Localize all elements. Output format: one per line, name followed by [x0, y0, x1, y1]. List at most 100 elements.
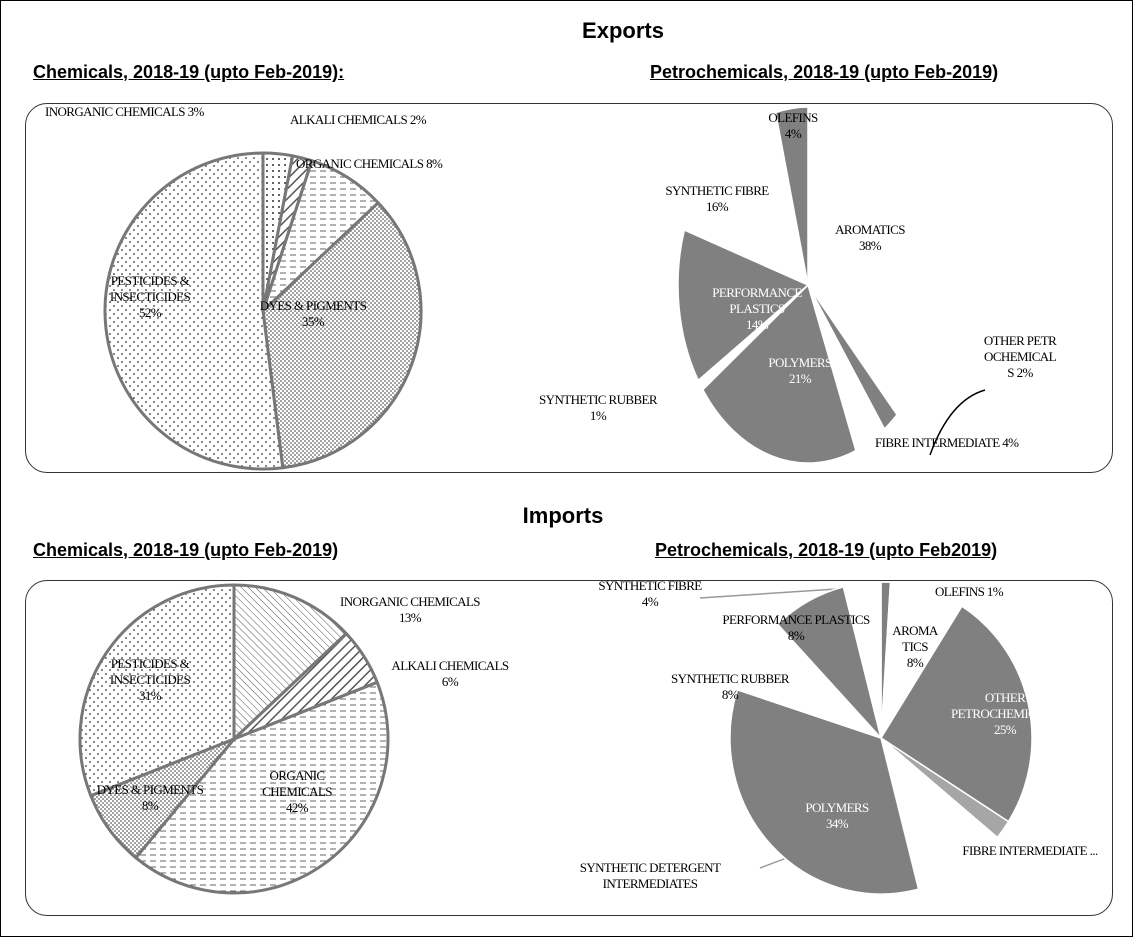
value-label: 4% [641, 594, 659, 609]
category-label: AROMATICS [892, 623, 938, 654]
pie-slice [702, 284, 857, 464]
slice-label: POLYMERS 34% [787, 800, 887, 832]
chart-title: Petrochemicals, 2018-19 (upto Feb-2019) [650, 62, 999, 82]
slice-label: ALKALI CHEMICALS 2% [290, 112, 427, 128]
category-label: OLEFINS [768, 110, 818, 125]
value-label: 8% [426, 156, 443, 171]
value-label: 8% [141, 798, 159, 813]
slice-label: OTHER PETROCHEMICALS 2% [981, 333, 1059, 381]
value-label: 35% [301, 314, 325, 329]
slice-label: POLYMERS 21% [750, 355, 850, 387]
category-label: INORGANIC CHEMICALS [45, 104, 186, 119]
value-label: 14% [745, 317, 769, 332]
category-label: SYNTHETIC FIBRE [598, 578, 702, 593]
value-label: 42% [285, 800, 309, 815]
value-label: 13% [398, 610, 422, 625]
category-label: PERFORMANCE PLASTICS [722, 612, 870, 627]
category-label: OTHER PETROCHEMICALS [951, 690, 1035, 721]
label-clip: OTHER PETROCHEMICALS25% [950, 0, 1035, 937]
category-label: ALKALI CHEMICALS [290, 112, 408, 127]
slice-label: FIBRE INTERMEDIATE ... [950, 843, 1110, 859]
category-label: SYNTHETIC RUBBER [539, 392, 657, 407]
value-label: 8% [721, 687, 739, 702]
category-label: ALKALI CHEMICALS [391, 658, 509, 673]
category-label: ORGANIC CHEMICALS [262, 768, 332, 799]
slice-label: OLEFINS 4% [753, 110, 833, 142]
pie-slice [232, 583, 348, 741]
slice-label: OTHER PETROCHEMICALS25% [950, 690, 1035, 738]
category-label: SYNTHETIC FIBRE [665, 183, 769, 198]
category-label: DYES & PIGMENTS [259, 298, 367, 313]
slice-label: AROMATICS 38% [820, 222, 920, 254]
category-label: PERFORMANCE PLASTICS [712, 285, 802, 316]
category-label: AROMATICS [835, 222, 905, 237]
chart-panel [25, 580, 1113, 916]
category-label: FIBRE INTERMEDIATE ... [962, 843, 1098, 858]
slice-label: PERFORMANCE PLASTICS 8% [686, 612, 906, 644]
slice-label: DYES & PIGMENTS 35% [238, 298, 388, 330]
category-label: POLYMERS [768, 355, 832, 370]
value-label: 25% [993, 722, 1017, 737]
slice-label: ORGANIC CHEMICALS 42% [247, 768, 347, 816]
pie-slice [134, 680, 390, 895]
slice-label: PESTICIDES & INSECTICIDES 31% [90, 656, 210, 704]
category-label: OLEFINS [935, 584, 985, 599]
slice-label: SYNTHETIC FIBRE 4% [590, 578, 710, 610]
slice-label: SYNTHETIC RUBBER 8% [640, 671, 820, 703]
category-label: OTHER PETROCHEMICALS [983, 333, 1057, 380]
pie-slice [807, 106, 939, 416]
pie-slice [261, 201, 423, 470]
category-label: INORGANIC CHEMICALS [340, 594, 481, 609]
category-label: PESTICIDES & INSECTICIDES [109, 656, 191, 687]
category-label: SYNTHETIC DETERGENT INTERMEDIATES [579, 860, 721, 891]
value-label: 38% [858, 238, 882, 253]
value-label: 2% [1016, 365, 1034, 380]
slice-label: SYNTHETIC FIBRE 16% [642, 183, 792, 215]
slice-label: FIBRE INTERMEDIATE 4% [875, 435, 1019, 451]
slice-label: SYNTHETIC RUBBER 1% [498, 392, 698, 424]
leader-line [929, 389, 986, 456]
section-heading: Exports [582, 18, 664, 43]
value-label: 16% [705, 199, 729, 214]
pie-slice [103, 151, 285, 471]
category-label: FIBRE INTERMEDIATE [875, 435, 1000, 450]
slice-label: AROMATICS 8% [892, 623, 938, 671]
slice-label: PERFORMANCE PLASTICS 14% [702, 285, 812, 333]
value-label: 6% [441, 674, 459, 689]
value-label: 21% [788, 371, 812, 386]
value-label: 8% [787, 628, 805, 643]
section-heading: Imports [522, 503, 604, 528]
slice-label: SYNTHETIC DETERGENT INTERMEDIATES [550, 860, 750, 892]
value-label: 34% [825, 816, 849, 831]
category-label: ORGANIC CHEMICALS [296, 156, 424, 171]
slice-label: OLEFINS 1% [935, 584, 1004, 600]
value-label: 3% [187, 104, 205, 119]
pie-slice [880, 737, 999, 890]
slice-label: INORGANIC CHEMICALS 13% [320, 594, 500, 626]
value-label: 2% [409, 112, 427, 127]
value-label: 52% [138, 305, 162, 320]
value-label: 1% [986, 584, 1004, 599]
pie-slice [677, 229, 809, 382]
value-label: 4% [784, 126, 802, 141]
category-label: SYNTHETIC RUBBER [671, 671, 789, 686]
category-label: DYES & PIGMENTS [96, 782, 204, 797]
value-label: 31% [138, 688, 162, 703]
pie-slice [774, 106, 809, 286]
category-label: POLYMERS [805, 800, 869, 815]
value-label: 1% [589, 408, 607, 423]
pie-slice [78, 583, 236, 798]
slice-label: INORGANIC CHEMICALS 3% [45, 104, 204, 120]
value-label: 4% [1002, 435, 1019, 450]
pie-slice [842, 581, 882, 739]
slice-label: ORGANIC CHEMICALS 8% [296, 156, 443, 172]
chart-title: Petrochemicals, 2018-19 (upto Feb2019) [655, 540, 998, 560]
leader-line [699, 587, 853, 599]
category-label: PESTICIDES & INSECTICIDES [109, 273, 191, 304]
pie-slice [683, 111, 809, 286]
chart-title: Chemicals, 2018-19 (upto Feb-2019): [33, 62, 345, 82]
pie-slice [880, 605, 1033, 823]
chart-title: Chemicals, 2018-19 (upto Feb-2019) [33, 540, 339, 560]
